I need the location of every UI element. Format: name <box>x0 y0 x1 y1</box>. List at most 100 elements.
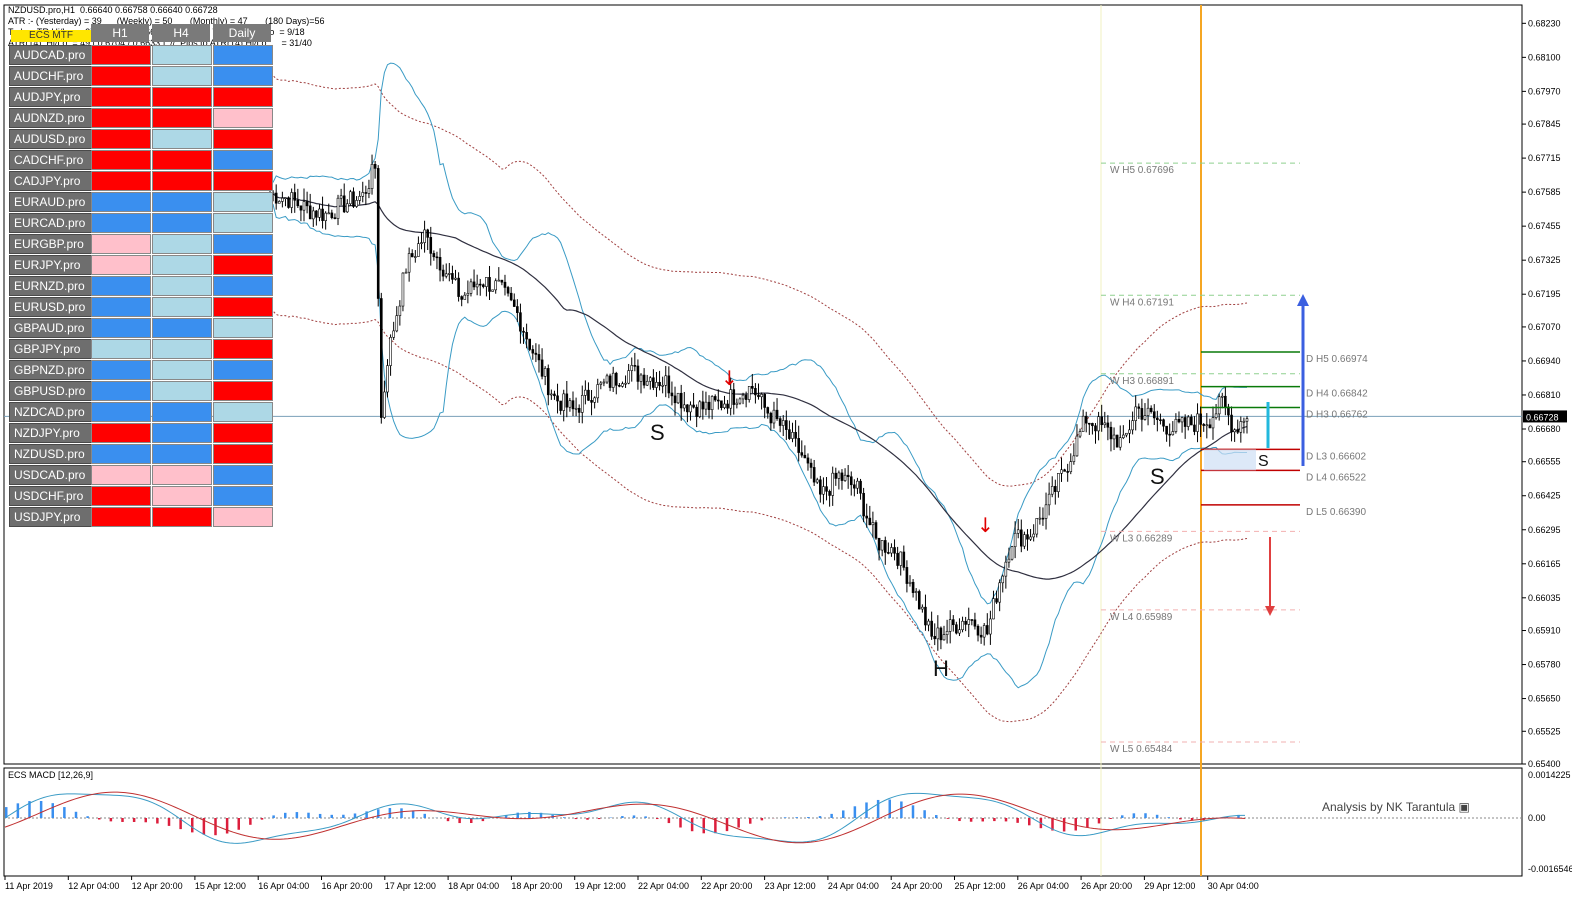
mtf-symbol-button[interactable]: AUDNZD.pro <box>9 108 95 128</box>
mtf-symbol-button[interactable]: EURGBP.pro <box>9 234 95 254</box>
macd-tick-label: 0.0014225 <box>1528 770 1571 780</box>
candle-body <box>652 377 655 388</box>
y-tick-label: 0.67845 <box>1528 119 1561 129</box>
mtf-symbol-button[interactable]: GBPUSD.pro <box>9 381 95 401</box>
mtf-symbol-button[interactable]: CADCHF.pro <box>9 150 95 170</box>
candle-body <box>614 372 618 386</box>
macd-bar <box>900 801 903 818</box>
candle-body <box>735 402 739 405</box>
macd-bar <box>935 815 938 818</box>
macd-bar <box>5 807 8 818</box>
mtf-symbol-button[interactable]: NZDCAD.pro <box>9 402 95 422</box>
macd-bar <box>132 818 136 822</box>
macd-bar <box>1086 818 1089 828</box>
candle-body <box>497 279 501 282</box>
mtf-cell <box>213 402 273 422</box>
mtf-row: GBPAUD.pro <box>9 318 274 338</box>
mtf-row: EURNZD.pro <box>9 276 274 296</box>
candle-body <box>639 374 643 382</box>
y-tick-label: 0.67325 <box>1528 255 1561 265</box>
candle-body <box>410 253 414 258</box>
mtf-symbol-button[interactable]: EURCAD.pro <box>9 213 95 233</box>
candle-body <box>1202 424 1206 426</box>
candle-body <box>1001 575 1005 584</box>
x-tick-label: 24 Apr 04:00 <box>828 881 879 891</box>
mtf-symbol-button[interactable]: USDCHF.pro <box>9 486 95 506</box>
mtf-symbol-button[interactable]: CADJPY.pro <box>9 171 95 191</box>
mtf-symbol-button[interactable]: EURNZD.pro <box>9 276 95 296</box>
y-tick-label: 0.67195 <box>1528 289 1561 299</box>
mtf-symbol-button[interactable]: EURUSD.pro <box>9 297 95 317</box>
mtf-symbol-button[interactable]: USDCAD.pro <box>9 465 95 485</box>
mtf-symbol-button[interactable]: NZDUSD.pro <box>9 444 95 464</box>
candle-body <box>1026 534 1029 540</box>
mtf-symbol-button[interactable]: AUDCAD.pro <box>9 45 95 65</box>
candle-body <box>553 393 556 397</box>
macd-bar <box>191 818 194 833</box>
candle-body <box>1186 416 1190 427</box>
mtf-cell <box>91 423 151 443</box>
candle-body <box>1050 486 1054 495</box>
mtf-symbol-button[interactable]: AUDCHF.pro <box>9 66 95 86</box>
y-tick-label: 0.65400 <box>1528 759 1561 769</box>
mtf-symbol-button[interactable]: USDJPY.pro <box>9 507 95 527</box>
candle-body <box>701 401 705 410</box>
candle-body <box>1109 426 1113 440</box>
candle-body <box>327 212 331 215</box>
checkbox-icon[interactable]: ▣ <box>1458 800 1470 814</box>
candle-body <box>917 591 921 610</box>
mtf-cell <box>213 423 273 443</box>
bollinger-lower <box>269 203 1248 689</box>
candle-body <box>417 243 420 257</box>
mtf-symbol-button[interactable]: AUDUSD.pro <box>9 129 95 149</box>
candle-body <box>834 472 838 479</box>
macd-bar <box>539 812 543 818</box>
candle-body <box>976 625 980 636</box>
candle-body <box>995 598 998 603</box>
candle-body <box>571 400 575 410</box>
sell-arrow-icon: ↓ <box>721 366 738 390</box>
macd-bar <box>423 813 426 818</box>
mtf-symbol-button[interactable]: EURAUD.pro <box>9 192 95 212</box>
candle-body <box>747 386 751 400</box>
y-tick-label: 0.68230 <box>1528 18 1561 28</box>
mtf-symbol-button[interactable]: EURJPY.pro <box>9 255 95 275</box>
candle-body <box>738 398 742 404</box>
candle-body <box>642 374 646 386</box>
macd-bar <box>865 802 868 818</box>
mtf-row: AUDNZD.pro <box>9 108 274 128</box>
candle-body <box>707 401 711 411</box>
candle-body <box>512 299 516 307</box>
candle-body <box>1128 429 1131 434</box>
candle-body <box>760 394 763 398</box>
candle-body <box>982 625 986 638</box>
candle-body <box>921 606 924 610</box>
mtf-row: EURJPY.pro <box>9 255 274 275</box>
candle-body <box>769 412 773 424</box>
candle-body <box>475 283 479 288</box>
macd-bar <box>714 818 717 834</box>
candle-body <box>905 567 909 584</box>
macd-bar <box>365 811 368 818</box>
mtf-symbol-button[interactable]: GBPJPY.pro <box>9 339 95 359</box>
candle-body <box>315 210 318 218</box>
candle-body <box>766 407 770 414</box>
x-tick-label: 26 Apr 20:00 <box>1081 881 1132 891</box>
candle-body <box>574 407 578 410</box>
candle-body <box>1112 434 1116 440</box>
candle-body <box>744 394 748 400</box>
mtf-cell <box>213 192 273 212</box>
candle-body <box>321 208 324 221</box>
pivot-level-label: D L4 0.66522 <box>1306 472 1366 483</box>
macd-bar <box>121 818 124 822</box>
mtf-symbol-button[interactable]: GBPAUD.pro <box>9 318 95 338</box>
candle-body <box>958 629 961 634</box>
mtf-symbol-button[interactable]: NZDJPY.pro <box>9 423 95 443</box>
macd-bar <box>446 818 450 822</box>
mtf-symbol-button[interactable]: GBPNZD.pro <box>9 360 95 380</box>
candle-body <box>781 420 785 426</box>
mtf-symbol-button[interactable]: AUDJPY.pro <box>9 87 95 107</box>
candle-body <box>1143 415 1147 420</box>
candle-body <box>794 431 797 439</box>
candle-body <box>1013 532 1017 548</box>
